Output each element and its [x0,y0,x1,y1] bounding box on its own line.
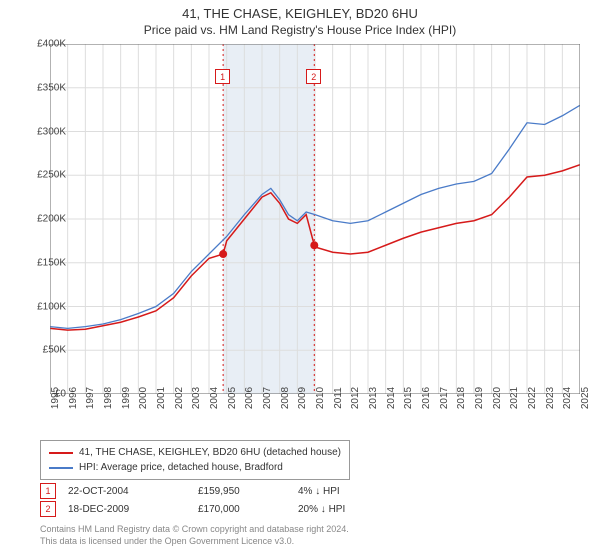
x-tick-label: 2016 [421,387,432,409]
y-tick-label: £150K [6,257,66,268]
x-tick-label: 2001 [156,387,167,409]
legend: 41, THE CHASE, KEIGHLEY, BD20 6HU (detac… [40,440,350,480]
x-tick-label: 2012 [350,387,361,409]
x-tick-label: 2006 [244,387,255,409]
x-tick-label: 2002 [174,387,185,409]
footer-text: Contains HM Land Registry data © Crown c… [40,524,349,547]
x-tick-label: 2003 [191,387,202,409]
x-tick-label: 1996 [68,387,79,409]
chart-plot-area [50,44,580,394]
legend-swatch [49,452,73,454]
chart-subtitle: Price paid vs. HM Land Registry's House … [0,21,600,41]
legend-item: 41, THE CHASE, KEIGHLEY, BD20 6HU (detac… [49,445,341,460]
x-tick-label: 2009 [297,387,308,409]
footer-line: Contains HM Land Registry data © Crown c… [40,524,349,536]
x-tick-label: 2005 [227,387,238,409]
x-tick-label: 2010 [315,387,326,409]
sales-table: 1 22-OCT-2004 £159,950 4% ↓ HPI 2 18-DEC… [40,482,398,518]
legend-label: 41, THE CHASE, KEIGHLEY, BD20 6HU (detac… [79,445,341,460]
x-tick-label: 1997 [85,387,96,409]
x-tick-label: 1998 [103,387,114,409]
chart-marker-label: 2 [306,69,321,84]
y-tick-label: £200K [6,214,66,225]
x-tick-label: 1995 [50,387,61,409]
x-tick-label: 1999 [121,387,132,409]
x-tick-label: 2020 [492,387,503,409]
x-tick-label: 2014 [386,387,397,409]
sales-row: 2 18-DEC-2009 £170,000 20% ↓ HPI [40,500,398,518]
x-tick-label: 2007 [262,387,273,409]
y-tick-label: £300K [6,126,66,137]
sale-price: £159,950 [198,486,298,497]
x-tick-label: 2017 [439,387,450,409]
legend-label: HPI: Average price, detached house, Brad… [79,460,283,475]
x-tick-label: 2000 [138,387,149,409]
sale-marker-icon: 2 [40,501,56,517]
sale-date: 22-OCT-2004 [68,486,198,497]
x-tick-label: 2008 [280,387,291,409]
sale-price: £170,000 [198,504,298,515]
x-tick-label: 2025 [580,387,591,409]
sale-diff: 20% ↓ HPI [298,504,398,515]
sales-row: 1 22-OCT-2004 £159,950 4% ↓ HPI [40,482,398,500]
y-tick-label: £250K [6,170,66,181]
y-tick-label: £50K [6,345,66,356]
y-tick-label: £350K [6,82,66,93]
chart-svg [50,44,580,394]
x-tick-label: 2019 [474,387,485,409]
y-tick-label: £400K [6,39,66,50]
x-tick-label: 2004 [209,387,220,409]
sale-marker-num: 2 [45,504,50,514]
x-tick-label: 2024 [562,387,573,409]
sale-marker-num: 1 [45,486,50,496]
footer-line: This data is licensed under the Open Gov… [40,536,349,548]
legend-item: HPI: Average price, detached house, Brad… [49,460,341,475]
x-tick-label: 2022 [527,387,538,409]
x-tick-label: 2011 [333,387,344,409]
chart-marker-label: 1 [215,69,230,84]
x-tick-label: 2015 [403,387,414,409]
x-tick-label: 2018 [456,387,467,409]
x-tick-label: 2021 [509,387,520,409]
legend-swatch [49,467,73,469]
chart-title: 41, THE CHASE, KEIGHLEY, BD20 6HU [0,0,600,21]
x-tick-label: 2013 [368,387,379,409]
sale-marker-icon: 1 [40,483,56,499]
sale-diff: 4% ↓ HPI [298,486,398,497]
sale-date: 18-DEC-2009 [68,504,198,515]
y-tick-label: £100K [6,301,66,312]
chart-container: 41, THE CHASE, KEIGHLEY, BD20 6HU Price … [0,0,600,560]
x-tick-label: 2023 [545,387,556,409]
